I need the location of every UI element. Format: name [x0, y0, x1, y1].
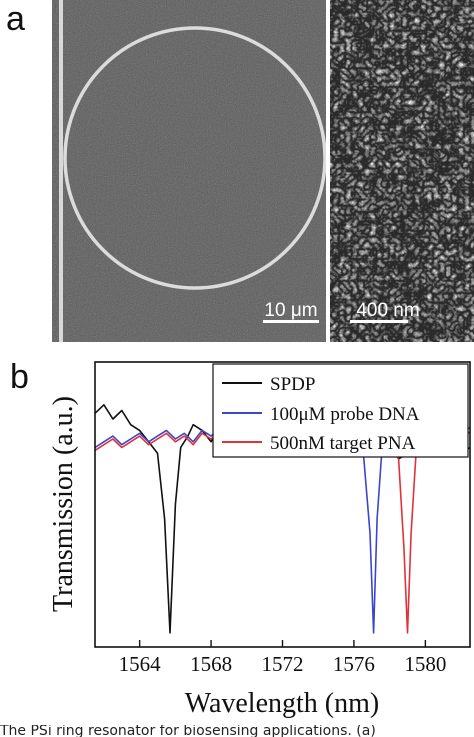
- chart-legend: SPDP 100μM probe DNA 500nM target PNA: [212, 363, 469, 458]
- figure-caption: The PSi ring resonator for biosensing ap…: [0, 725, 376, 737]
- x-tick-label: 1564: [119, 652, 162, 676]
- x-axis-ticks: 1564 1568 1572 1576 1580: [119, 640, 446, 676]
- x-tick-label: 1572: [262, 652, 304, 676]
- scalebar-left: [263, 320, 319, 323]
- ring-resonator: [63, 26, 327, 290]
- panel-b-letter: b: [10, 358, 29, 396]
- legend-label-probe: 100μM probe DNA: [270, 404, 420, 425]
- scalebar-right-label: 400 nm: [356, 300, 419, 321]
- legend-label-target: 500nM target PNA: [270, 433, 416, 454]
- legend-label-spdp: SPDP: [270, 374, 315, 395]
- transmission-chart: 1564 1568 1572 1576 1580 Wavelength (nm) Tra…: [48, 361, 471, 719]
- panel-a-letter: a: [6, 0, 25, 38]
- x-axis-title: Wavelength (nm): [185, 688, 379, 719]
- sem-micrograph-panel: 10 μm 400 nm: [52, 0, 474, 342]
- x-tick-label: 1580: [404, 652, 446, 676]
- scalebar-right: [350, 320, 408, 323]
- scalebar-left-label: 10 μm: [264, 300, 317, 321]
- x-tick-label: 1568: [190, 652, 232, 676]
- y-axis-title: Transmission (a.u.): [48, 396, 79, 612]
- sem-ring-image: [52, 0, 327, 342]
- x-tick-label: 1576: [333, 652, 375, 676]
- sem-porous-image: [330, 0, 474, 342]
- bus-waveguide: [59, 0, 63, 342]
